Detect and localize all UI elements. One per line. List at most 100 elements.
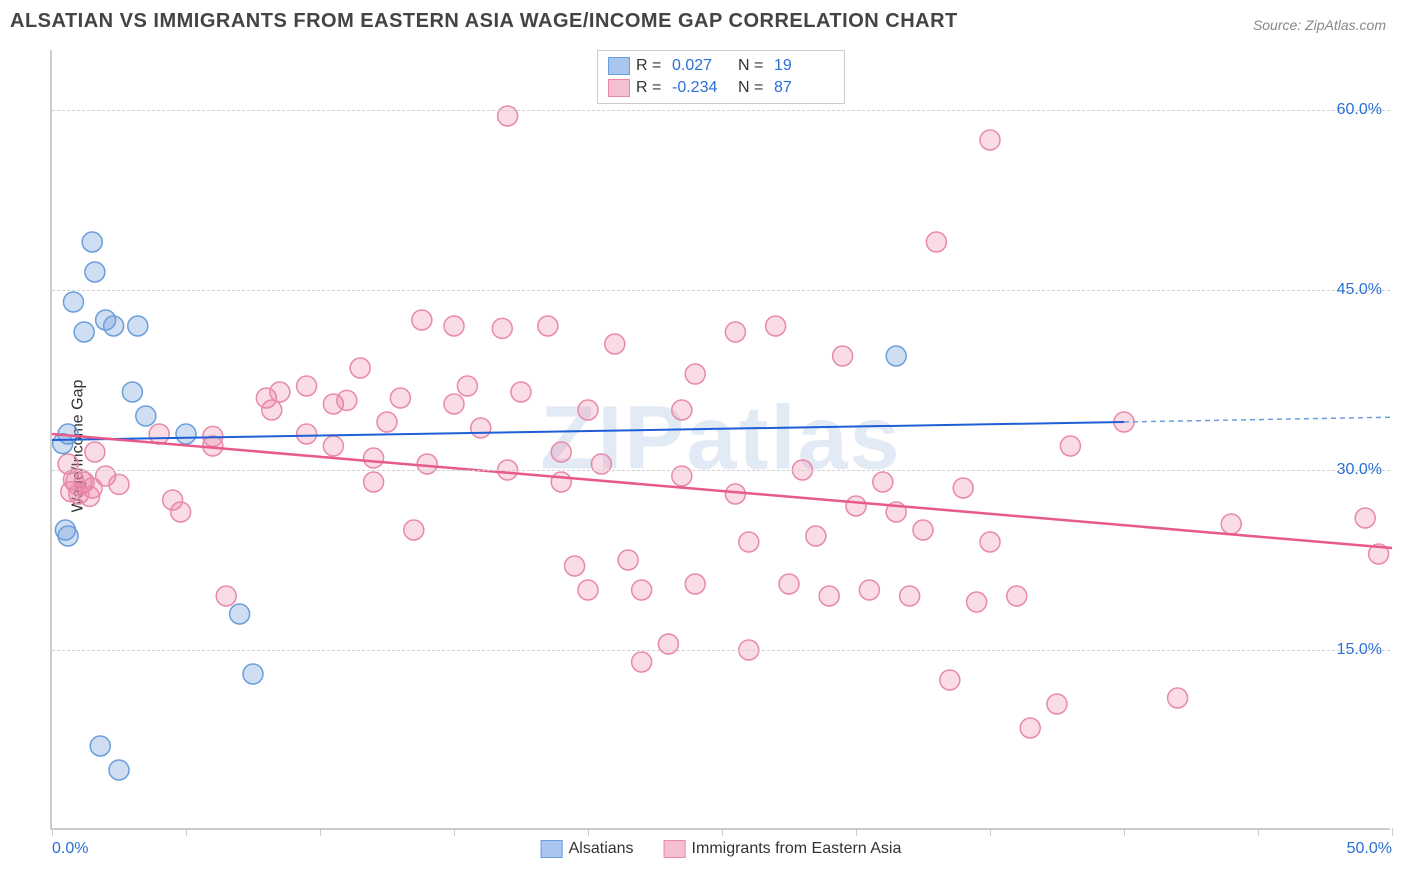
swatch-alsatians-icon bbox=[541, 840, 563, 858]
scatter-point bbox=[886, 346, 906, 366]
scatter-point bbox=[980, 130, 1000, 150]
scatter-point bbox=[270, 382, 290, 402]
scatter-point bbox=[658, 634, 678, 654]
scatter-point bbox=[323, 436, 343, 456]
scatter-point bbox=[262, 400, 282, 420]
scatter-point bbox=[591, 454, 611, 474]
scatter-point bbox=[63, 292, 83, 312]
scatter-point bbox=[337, 390, 357, 410]
scatter-point bbox=[216, 586, 236, 606]
scatter-point bbox=[605, 334, 625, 354]
trend-line-extension bbox=[1124, 417, 1392, 422]
scatter-point bbox=[953, 478, 973, 498]
r-value: -0.234 bbox=[672, 77, 732, 99]
scatter-point bbox=[618, 550, 638, 570]
scatter-point bbox=[1355, 508, 1375, 528]
scatter-point bbox=[171, 502, 191, 522]
x-tick bbox=[1258, 828, 1259, 836]
scatter-point bbox=[297, 424, 317, 444]
scatter-point bbox=[61, 482, 81, 502]
r-value: 0.027 bbox=[672, 55, 732, 77]
scatter-point bbox=[766, 316, 786, 336]
scatter-point bbox=[498, 106, 518, 126]
scatter-point bbox=[230, 604, 250, 624]
scatter-point bbox=[725, 484, 745, 504]
scatter-point bbox=[685, 574, 705, 594]
scatter-point bbox=[859, 580, 879, 600]
trend-line bbox=[52, 434, 1392, 548]
series-label: Immigrants from Eastern Asia bbox=[692, 840, 902, 858]
gridline bbox=[52, 290, 1390, 291]
scatter-point bbox=[85, 262, 105, 282]
chart-plot-area: ZIPatlas R = 0.027 N = 19 R = -0.234 N =… bbox=[50, 50, 1390, 830]
scatter-point bbox=[913, 520, 933, 540]
y-tick-label: 45.0% bbox=[1337, 281, 1382, 299]
scatter-point bbox=[176, 424, 196, 444]
scatter-point bbox=[457, 376, 477, 396]
x-tick-label: 50.0% bbox=[1347, 840, 1392, 858]
scatter-point bbox=[926, 232, 946, 252]
scatter-point bbox=[846, 496, 866, 516]
scatter-point bbox=[297, 376, 317, 396]
scatter-point bbox=[672, 466, 692, 486]
x-tick bbox=[856, 828, 857, 836]
scatter-point bbox=[833, 346, 853, 366]
scatter-point bbox=[940, 670, 960, 690]
scatter-point bbox=[578, 580, 598, 600]
scatter-point bbox=[538, 316, 558, 336]
chart-title: ALSATIAN VS IMMIGRANTS FROM EASTERN ASIA… bbox=[10, 10, 958, 33]
x-tick bbox=[186, 828, 187, 836]
correlation-legend: R = 0.027 N = 19 R = -0.234 N = 87 bbox=[597, 50, 845, 104]
x-tick bbox=[588, 828, 589, 836]
scatter-point bbox=[672, 400, 692, 420]
scatter-point bbox=[1221, 514, 1241, 534]
scatter-point bbox=[243, 664, 263, 684]
scatter-point bbox=[444, 316, 464, 336]
x-tick-label: 0.0% bbox=[52, 840, 88, 858]
legend-row-alsatians: R = 0.027 N = 19 bbox=[608, 55, 834, 77]
scatter-point bbox=[551, 442, 571, 462]
scatter-point bbox=[819, 586, 839, 606]
swatch-immigrants-icon bbox=[664, 840, 686, 858]
scatter-point bbox=[511, 382, 531, 402]
series-legend: Alsatians Immigrants from Eastern Asia bbox=[541, 840, 902, 858]
r-label: R = bbox=[636, 55, 666, 77]
legend-item-immigrants: Immigrants from Eastern Asia bbox=[664, 840, 902, 858]
scatter-point bbox=[632, 652, 652, 672]
scatter-point bbox=[377, 412, 397, 432]
x-tick bbox=[1124, 828, 1125, 836]
swatch-immigrants-icon bbox=[608, 79, 630, 97]
y-tick-label: 60.0% bbox=[1337, 101, 1382, 119]
scatter-point bbox=[55, 520, 75, 540]
scatter-point bbox=[471, 418, 491, 438]
scatter-point bbox=[96, 310, 116, 330]
gridline bbox=[52, 650, 1390, 651]
scatter-point bbox=[364, 448, 384, 468]
y-tick-label: 30.0% bbox=[1337, 461, 1382, 479]
scatter-point bbox=[85, 442, 105, 462]
scatter-point bbox=[82, 232, 102, 252]
scatter-point bbox=[80, 486, 100, 506]
x-tick bbox=[454, 828, 455, 836]
scatter-point bbox=[632, 580, 652, 600]
scatter-point bbox=[109, 760, 129, 780]
x-tick bbox=[1392, 828, 1393, 836]
scatter-point bbox=[492, 318, 512, 338]
scatter-point bbox=[685, 364, 705, 384]
scatter-point bbox=[90, 736, 110, 756]
scatter-point bbox=[739, 532, 759, 552]
y-tick-label: 15.0% bbox=[1337, 641, 1382, 659]
legend-row-immigrants: R = -0.234 N = 87 bbox=[608, 77, 834, 99]
x-tick bbox=[52, 828, 53, 836]
n-value: 19 bbox=[774, 55, 834, 77]
x-tick bbox=[320, 828, 321, 836]
scatter-point bbox=[122, 382, 142, 402]
swatch-alsatians-icon bbox=[608, 57, 630, 75]
scatter-point bbox=[149, 424, 169, 444]
gridline bbox=[52, 110, 1390, 111]
scatter-point bbox=[444, 394, 464, 414]
scatter-point bbox=[404, 520, 424, 540]
scatter-point bbox=[136, 406, 156, 426]
scatter-point bbox=[1020, 718, 1040, 738]
gridline bbox=[52, 470, 1390, 471]
